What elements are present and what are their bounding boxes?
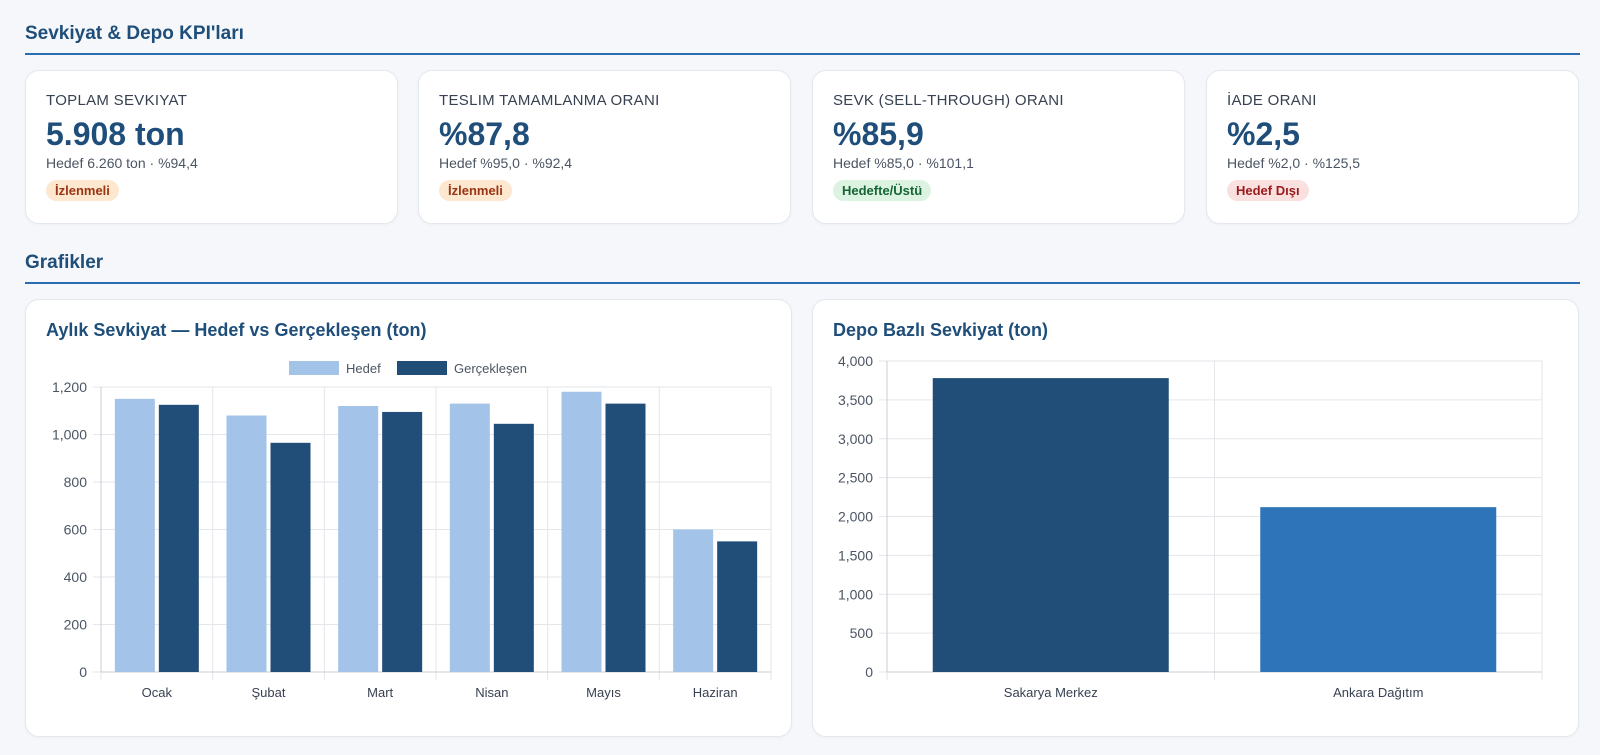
x-tick-label: Şubat [252,685,286,700]
x-tick-label: Ocak [142,685,173,700]
y-tick-label: 400 [64,569,88,585]
kpi-value: %87,8 [439,116,530,152]
bar-depot [1260,507,1497,672]
y-tick-label: 4,000 [838,353,873,369]
monthly-shipment-chart: Hedef Gerçekleşen 0 200 400 600 800 1,000 1,200 O… [52,361,772,700]
y-tick-label: 500 [850,625,874,641]
y-tick-label: 1,200 [52,379,87,395]
x-tick-label: Sakarya Merkez [1004,685,1098,700]
bar-actual [605,403,646,672]
bar-actual [158,404,199,672]
bar-target [673,529,714,672]
kpi-value: 5.908 ton [46,116,185,152]
y-tick-label: 3,500 [838,392,873,408]
y-tick-label: 0 [865,664,873,680]
kpi-target: Hedef %85,0 · %101,1 [833,155,974,171]
y-tick-label: 200 [64,617,88,633]
x-tick-label: Mayıs [586,685,621,700]
x-tick-label: Haziran [693,685,738,700]
legend-label-actual: Gerçekleşen [454,361,527,376]
bar-target [338,406,379,672]
legend-swatch-actual [397,361,447,375]
kpi-label: SEVK (SELL-THROUGH) ORANI [833,92,1064,109]
x-tick-label: Mart [367,685,393,700]
y-tick-label: 800 [64,474,88,490]
bar-actual [382,411,423,672]
y-tick-label: 1,000 [52,427,87,443]
chart-title: Aylık Sevkiyat — Hedef vs Gerçekleşen (t… [46,320,427,340]
bar-depot [932,378,1169,672]
bar-target [561,391,602,672]
x-tick-label: Ankara Dağıtım [1333,685,1423,700]
status-badge: İzlenmeli [439,180,512,201]
bar-actual [717,541,758,672]
kpi-label: TESLIM TAMAMLANMA ORANI [439,92,660,109]
kpi-target: Hedef %2,0 · %125,5 [1227,155,1361,171]
bar-target [226,415,267,672]
charts-section-title: Grafikler [25,252,1580,284]
bar-target [114,398,155,672]
bar-actual [270,442,311,672]
kpi-card-total-shipment: TOPLAM SEVKIYAT 5.908 ton Hedef 6.260 to… [25,70,398,224]
status-badge: Hedefte/Üstü [833,180,932,201]
y-tick-label: 3,000 [838,431,873,447]
kpi-section-title: Sevkiyat & Depo KPI'ları [25,23,1580,55]
y-tick-label: 1,500 [838,547,873,563]
legend-swatch-target [289,361,339,375]
kpi-value: %2,5 [1227,116,1300,152]
y-tick-label: 600 [64,522,88,538]
x-tick-label: Nisan [475,685,508,700]
kpi-target: Hedef %95,0 · %92,4 [439,155,573,171]
status-badge: İzlenmeli [46,180,119,201]
bar-target [449,403,490,672]
y-tick-label: 2,000 [838,509,873,525]
kpi-card-return-rate: İADE ORANI %2,5 Hedef %2,0 · %125,5 Hede… [1206,70,1579,224]
bar-actual [493,423,534,672]
status-badge: Hedef Dışı [1227,180,1309,201]
depot-shipment-chart-card: Depo Bazlı Sevkiyat (ton) 0 500 1,000 1,500… [812,299,1579,737]
kpi-card-sell-through: SEVK (SELL-THROUGH) ORANI %85,9 Hedef %8… [812,70,1185,224]
y-tick-label: 2,500 [838,470,873,486]
y-tick-label: 0 [79,664,87,680]
kpi-value: %85,9 [833,116,924,152]
kpi-card-delivery-completion: TESLIM TAMAMLANMA ORANI %87,8 Hedef %95,… [418,70,791,224]
y-tick-label: 1,000 [838,586,873,602]
monthly-shipment-chart-card: Aylık Sevkiyat — Hedef vs Gerçekleşen (t… [25,299,792,737]
kpi-label: İADE ORANI [1227,92,1317,109]
chart-title: Depo Bazlı Sevkiyat (ton) [833,320,1049,340]
kpi-label: TOPLAM SEVKIYAT [46,92,188,109]
legend-label-target: Hedef [346,361,381,376]
kpi-target: Hedef 6.260 ton · %94,4 [46,155,198,171]
depot-shipment-chart: 0 500 1,000 1,500 2,000 2,500 3,000 3,500 4,000 S… [838,353,1543,700]
